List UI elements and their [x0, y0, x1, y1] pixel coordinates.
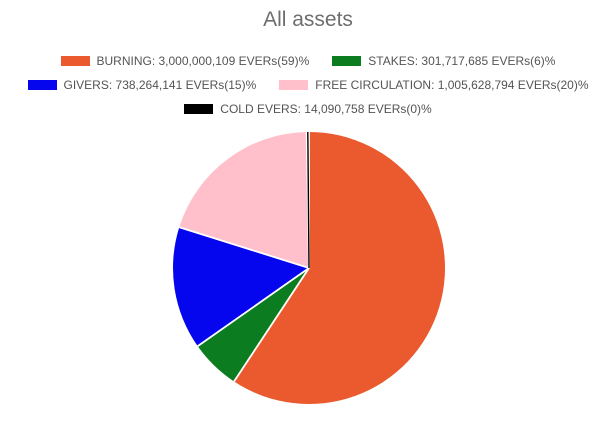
legend-row: GIVERS: 738,264,141 EVERs(15)% FREE CIRCU… — [27, 78, 589, 92]
legend-item-stakes[interactable]: STAKES: 301,717,685 EVERs(6)% — [332, 54, 555, 68]
legend-swatch-givers — [27, 80, 57, 90]
legend-label-givers: GIVERS: 738,264,141 EVERs(15)% — [63, 78, 257, 92]
legend-label-stakes: STAKES: 301,717,685 EVERs(6)% — [368, 54, 556, 68]
pie-slice-free-circulation[interactable] — [179, 132, 309, 268]
pie-slice-sliver-cold-evers[interactable] — [307, 132, 310, 269]
page-title: All assets — [263, 8, 353, 31]
legend-row: COLD EVERS: 14,090,758 EVERs(0)% — [184, 102, 432, 116]
legend-swatch-burning — [60, 56, 90, 66]
slice-separator — [178, 226, 310, 269]
pie-slice-stakes[interactable] — [197, 268, 309, 382]
slice-separator — [233, 267, 310, 382]
legend-item-cold-evers[interactable]: COLD EVERS: 14,090,758 EVERs(0)% — [184, 102, 432, 116]
legend-item-givers[interactable]: GIVERS: 738,264,141 EVERs(15)% — [27, 78, 257, 92]
legend-item-free-circulation[interactable]: FREE CIRCULATION: 1,005,628,794 EVERs(20… — [279, 78, 589, 92]
pie-slice-burning[interactable] — [234, 132, 446, 405]
legend-row: BURNING: 3,000,000,109 EVERs(59)% STAKES:… — [60, 54, 555, 68]
legend-label-cold-evers: COLD EVERS: 14,090,758 EVERs(0)% — [220, 102, 432, 116]
pie-slice-givers[interactable] — [173, 227, 309, 347]
pie-chart — [169, 128, 449, 408]
legend-swatch-stakes — [332, 56, 362, 66]
legend-label-burning: BURNING: 3,000,000,109 EVERs(59)% — [96, 54, 310, 68]
pie-svg — [173, 131, 446, 405]
legend-label-free-circulation: FREE CIRCULATION: 1,005,628,794 EVERs(20… — [315, 78, 589, 92]
legend: BURNING: 3,000,000,109 EVERs(59)% STAKES:… — [0, 54, 616, 116]
legend-item-burning[interactable]: BURNING: 3,000,000,109 EVERs(59)% — [60, 54, 310, 68]
slice-separator — [197, 267, 310, 347]
legend-swatch-free-circulation — [279, 80, 309, 90]
legend-swatch-cold-evers — [184, 104, 214, 114]
